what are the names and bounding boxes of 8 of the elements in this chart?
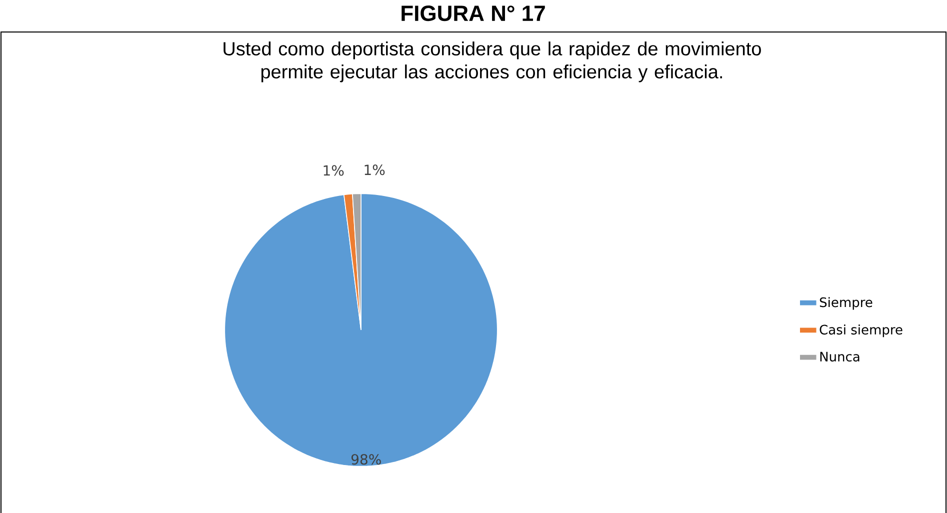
legend-label: Siempre xyxy=(820,297,872,310)
data-label: 98% xyxy=(351,454,381,465)
data-label: 1% xyxy=(324,165,344,176)
chart-title: Usted como deportista considera que la rapidez de movimiento permite ejecutar las acciones con eficiencia y eficacia. xyxy=(224,42,761,82)
data-label: 1% xyxy=(364,164,385,176)
legend-label: Nunca xyxy=(820,352,860,362)
text: FIGURA N° 17 xyxy=(402,6,545,22)
legend-label: Casi siempre xyxy=(820,324,902,338)
